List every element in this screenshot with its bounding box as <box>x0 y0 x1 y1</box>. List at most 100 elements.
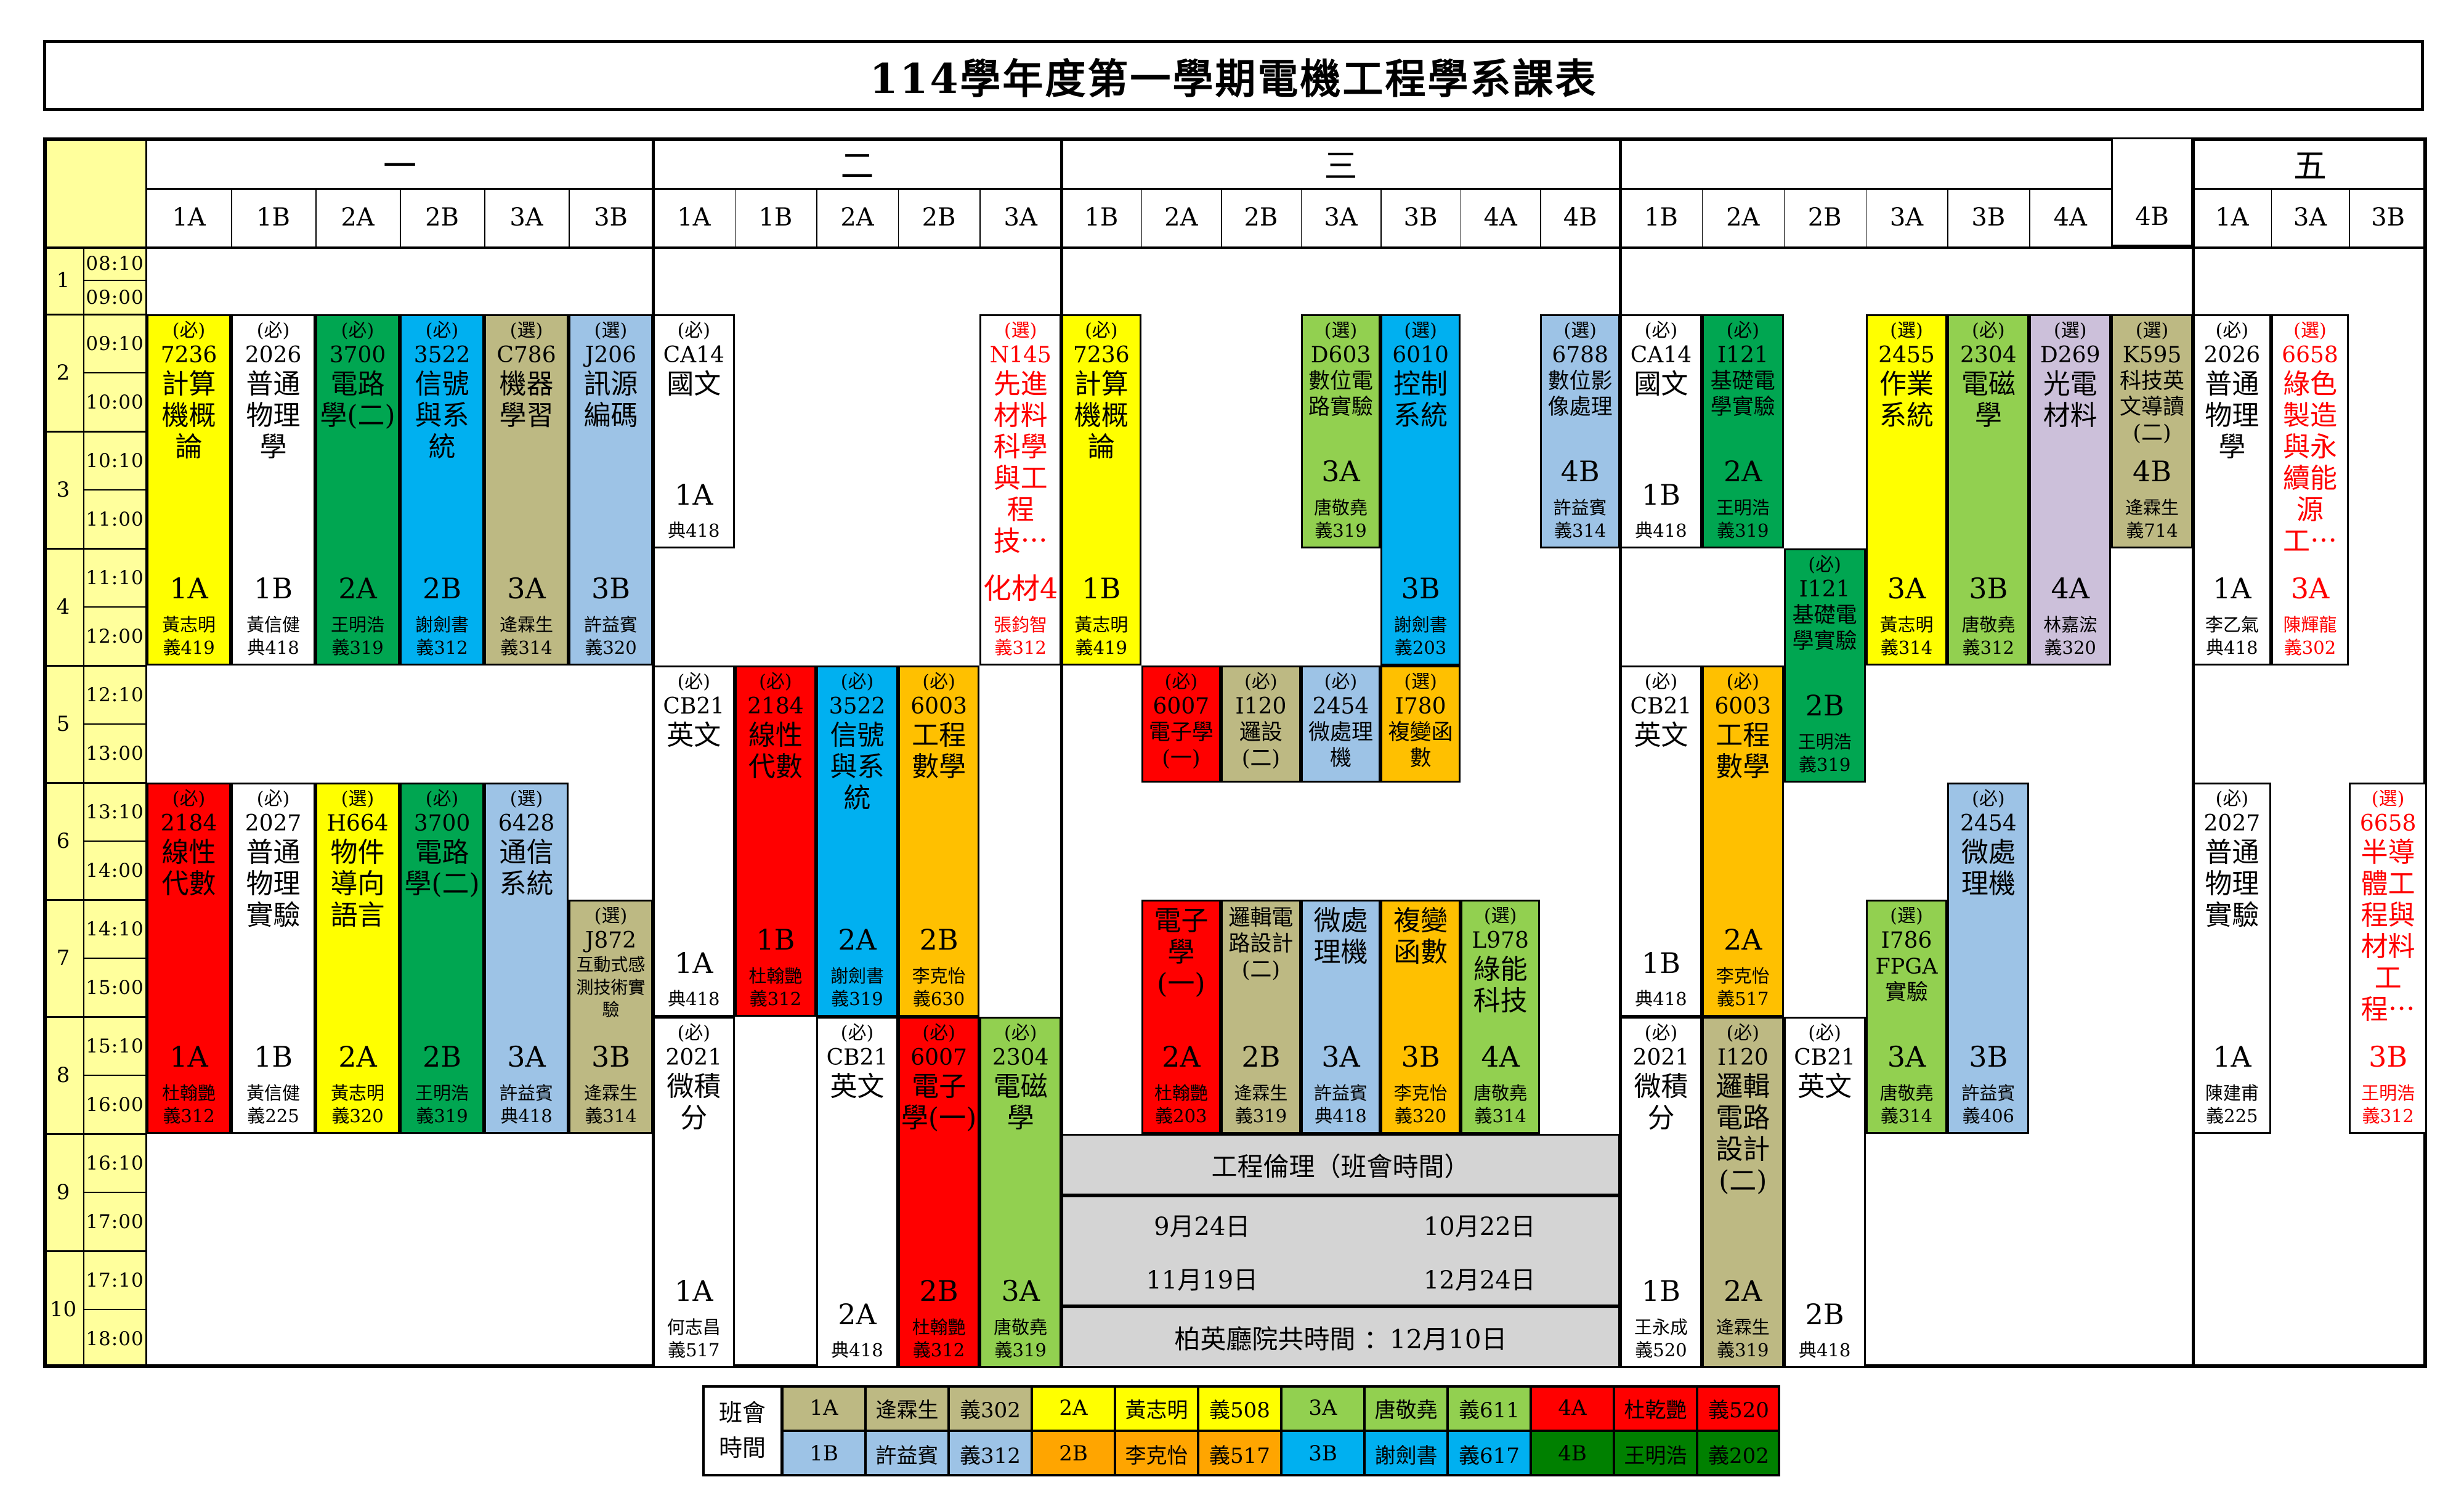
course-header: (必) I120 邏設(二) <box>1224 671 1298 771</box>
course-teacher: 李克怡 <box>1393 1082 1448 1104</box>
legend-room: 義520 <box>1697 1385 1780 1431</box>
course-teacher: 逄霖生 <box>583 1082 638 1104</box>
course-footer: 2B 李克怡 義630 <box>901 923 977 1011</box>
legend-teacher: 黃志明 <box>1115 1385 1198 1431</box>
course-block: (選) 6658 半導體工程與材料工程⋯ 3B 王明浩 義312 <box>2349 783 2427 1134</box>
course-code: 3522 <box>829 694 886 719</box>
course-footer: 3A 逄霖生 義314 <box>487 572 565 660</box>
course-class: 3A <box>1887 572 1926 606</box>
course-teacher: 逄霖生 <box>2125 497 2179 518</box>
divider-line <box>1221 188 1222 246</box>
course-room: 義319 <box>1234 1105 1287 1127</box>
time-start: 12:10 <box>86 683 144 706</box>
legend-teacher: 唐敬堯 <box>1364 1385 1448 1431</box>
ethics-date: 9月24日 <box>1154 1212 1250 1241</box>
course-header: (必) 6003 工程數學 <box>901 671 977 783</box>
course-block: (必) I121 基礎電學實驗 2A 王明浩 義319 <box>1701 314 1784 548</box>
course-class: 1A <box>675 1274 713 1308</box>
divider-line <box>83 1075 147 1076</box>
course-required-tag: (必) <box>1808 554 1841 576</box>
course-required-tag: (必) <box>1644 1022 1678 1044</box>
course-room: 義319 <box>1798 754 1851 776</box>
course-code: L978 <box>1472 928 1529 953</box>
course-name: 英文 <box>1634 720 1688 752</box>
course-teacher: 王明浩 <box>330 614 384 635</box>
course-footer: 1A 典418 <box>656 478 732 543</box>
divider-line <box>1060 137 1063 1368</box>
course-code: 6658 <box>2282 343 2338 368</box>
course-room: 典418 <box>1315 1105 1367 1127</box>
time-start: 08:10 <box>86 252 144 275</box>
course-code: 6003 <box>1714 694 1772 719</box>
course-room: 義312 <box>416 637 468 659</box>
course-room: 典418 <box>247 637 299 659</box>
course-required-tag: (選) <box>2293 320 2327 341</box>
time-start: 15:10 <box>86 1035 144 1057</box>
course-room: 義714 <box>2126 520 2178 542</box>
course-code: I786 <box>1881 928 1932 953</box>
section-header-merged: 4B <box>2111 137 2193 246</box>
course-code: J872 <box>585 928 637 953</box>
course-header: (必) 2304 電磁學 <box>1950 320 2026 431</box>
course-header: (必) CB21 英文 <box>1787 1022 1863 1102</box>
divider-line <box>43 313 147 315</box>
course-name: 邏輯電路設計(二) <box>1716 1071 1770 1197</box>
course-block: (選) C786 機器學習 3A 逄霖生 義314 <box>484 314 569 665</box>
course-footer: 3B 王明浩 義312 <box>2352 1040 2424 1128</box>
course-name: 綠色製造與永續能源工⋯ <box>2282 368 2337 558</box>
course-name: 英文 <box>830 1071 885 1103</box>
course-header: (必) 2021 微積分 <box>1623 1022 1699 1134</box>
course-footer: 4A 林嘉浤 義320 <box>2032 572 2108 660</box>
legend-teacher: 杜乾艷 <box>1614 1385 1697 1431</box>
time-start: 13:10 <box>86 800 144 823</box>
course-required-tag: (必) <box>256 788 290 810</box>
course-footer: 化材4 張鈞智 義312 <box>983 572 1058 660</box>
section-header: 2A <box>341 203 375 232</box>
course-header: (必) CB21 英文 <box>819 1022 895 1102</box>
course-required-tag: (必) <box>1324 671 1358 693</box>
course-block: (必) 3700 電路學(二) 2A 王明浩 義319 <box>315 314 400 665</box>
course-block: (必) 2184 線性代數 1B 杜翰艷 義312 <box>734 665 817 1017</box>
course-block: (選) 2455 作業系統 3A 黃志明 義314 <box>1865 314 1948 665</box>
course-room: 義319 <box>994 1340 1047 1361</box>
time-end: 15:00 <box>86 976 144 999</box>
course-room: 義419 <box>163 637 215 659</box>
legend-label-line1: 班會 <box>718 1399 766 1427</box>
divider-line <box>43 1133 147 1135</box>
course-required-tag: (必) <box>172 788 206 810</box>
course-name: 信號與系統 <box>415 368 469 463</box>
course-header: (必) 7236 計算機概論 <box>150 320 228 463</box>
ethics-title: 工程倫理（班會時間） <box>1211 1151 1470 1182</box>
course-header: (必) 2454 微處理機 <box>1304 671 1378 771</box>
legend-teacher: 王明浩 <box>1614 1431 1697 1476</box>
section-header: 2A <box>1164 203 1198 232</box>
course-code: D269 <box>2040 343 2101 368</box>
course-footer: 2B 典418 <box>1787 1298 1863 1362</box>
course-name: 普通物理學 <box>2205 368 2259 463</box>
course-header: (必) 2027 普通物理實驗 <box>2196 788 2268 931</box>
divider-line <box>83 1309 147 1310</box>
course-name: 先進材料科學與工程技⋯ <box>993 368 1048 558</box>
course-required-tag: (必) <box>425 788 459 810</box>
course-code: I121 <box>1717 343 1769 368</box>
course-name: 微積分 <box>1634 1071 1688 1134</box>
course-block: (必) 7236 計算機概論 1A 黃志明 義419 <box>147 314 231 665</box>
section-label: 4B <box>2135 203 2169 231</box>
time-start: 16:10 <box>86 1152 144 1174</box>
section-header: 2B <box>922 203 956 232</box>
legend-class: 3B <box>1281 1431 1364 1476</box>
course-teacher: 陳建甫 <box>2205 1082 2259 1104</box>
divider-line <box>1380 188 1382 246</box>
course-required-tag: (必) <box>1244 671 1278 693</box>
course-room: 義419 <box>1075 637 1127 659</box>
day-header: 三 <box>1324 146 1358 185</box>
course-required-tag: (必) <box>341 320 375 341</box>
course-code: 2026 <box>2203 343 2261 368</box>
course-room: 義517 <box>1717 988 1769 1010</box>
course-required-tag: (必) <box>1726 320 1759 341</box>
course-code: CB21 <box>1630 694 1692 719</box>
course-code: J206 <box>585 343 637 368</box>
course-header: (選) L978 綠能科技 <box>1464 905 1538 1017</box>
course-block: (必) 2454 微處理機 <box>1300 665 1381 783</box>
